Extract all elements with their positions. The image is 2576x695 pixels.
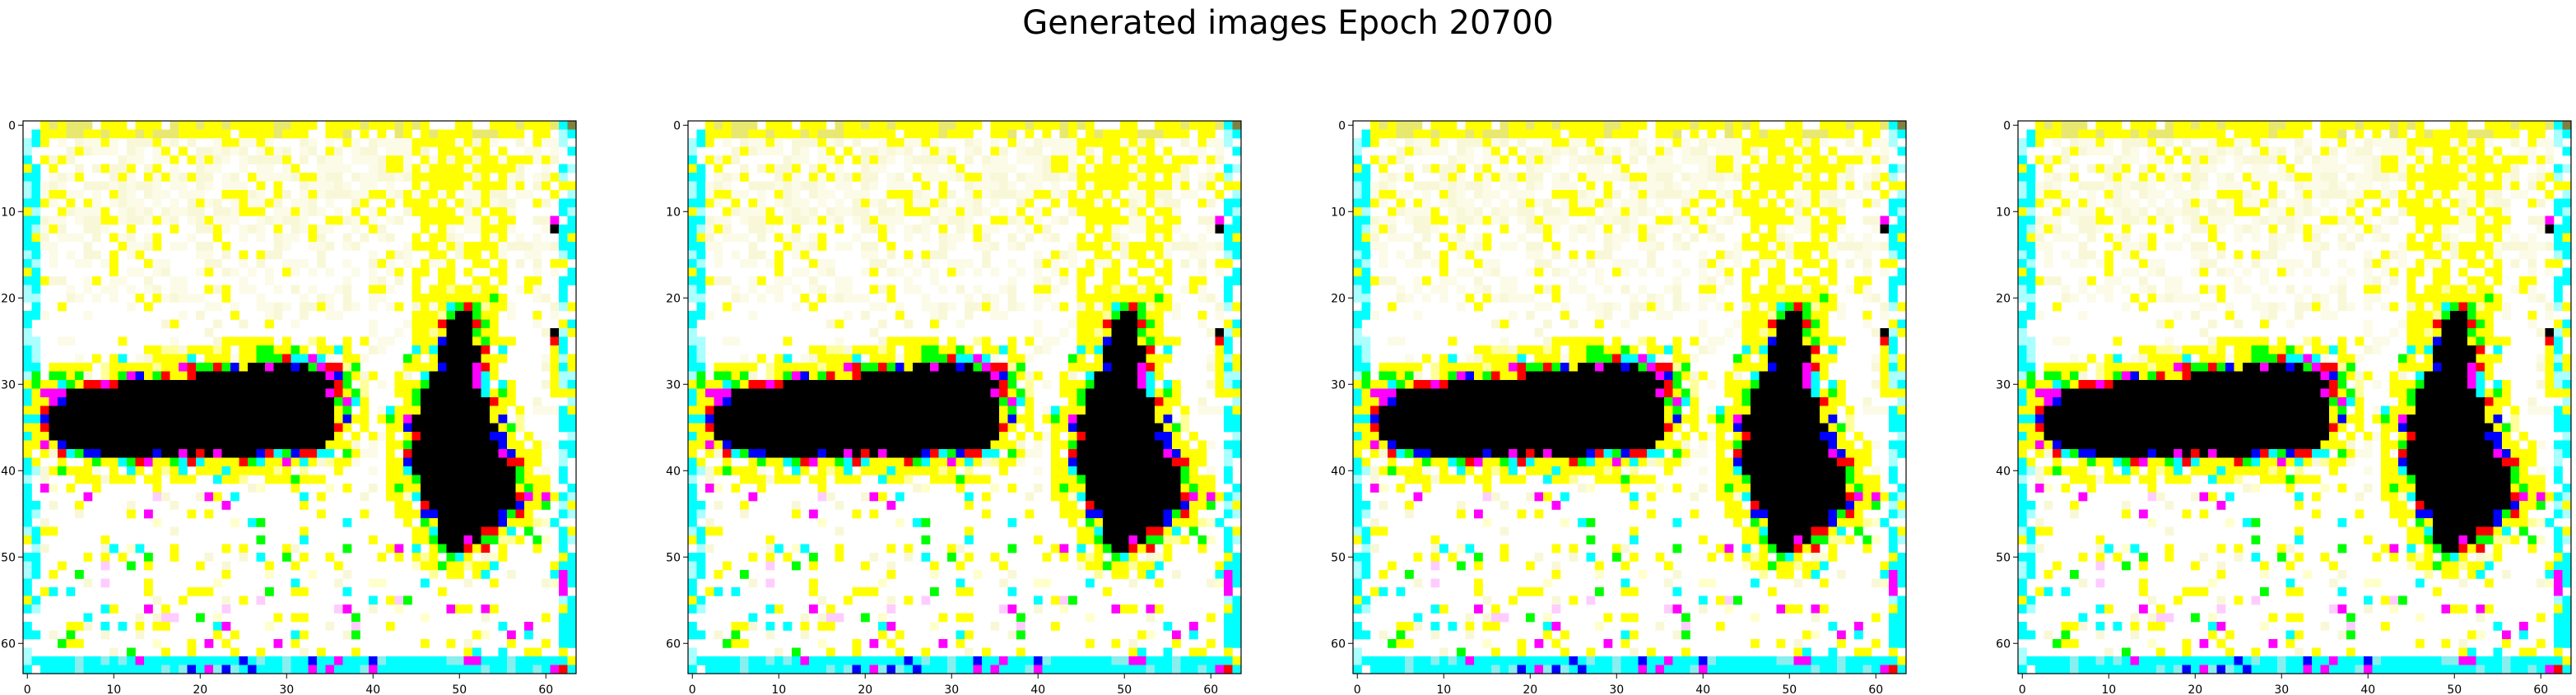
y-tick-label: 40 bbox=[1331, 465, 1346, 478]
y-tick-label: 30 bbox=[1331, 378, 1346, 392]
x-tick-label: 10 bbox=[1436, 683, 1451, 695]
x-tick-label: 10 bbox=[771, 683, 786, 695]
x-tick-label: 10 bbox=[2101, 683, 2116, 695]
image-pixels bbox=[1353, 121, 1907, 674]
y-tick-label: 40 bbox=[1, 465, 16, 478]
x-tick-label: 30 bbox=[2274, 683, 2289, 695]
y-tick-label: 40 bbox=[1996, 465, 2011, 478]
y-tick-label: 50 bbox=[1, 551, 16, 564]
y-tick-label: 30 bbox=[666, 378, 681, 392]
y-tick-label: 0 bbox=[2003, 119, 2011, 132]
axes-frame bbox=[2017, 120, 2572, 674]
y-tick-label: 60 bbox=[1996, 637, 2011, 651]
generated-image-panel-1: 0 0 10 10 20 20 30 30 40 40 50 50 60 60 bbox=[1, 119, 577, 695]
x-tick-label: 50 bbox=[1117, 683, 1132, 695]
y-tick-label: 0 bbox=[8, 119, 16, 132]
x-tick-label: 30 bbox=[944, 683, 959, 695]
y-tick-label: 20 bbox=[1331, 292, 1346, 305]
x-tick-label: 20 bbox=[1523, 683, 1537, 695]
x-tick-label: 50 bbox=[452, 683, 467, 695]
x-tick-label: 60 bbox=[1868, 683, 1883, 695]
x-tick-label: 60 bbox=[538, 683, 553, 695]
y-tick-label: 0 bbox=[673, 119, 681, 132]
y-tick-label: 30 bbox=[1, 378, 16, 392]
x-tick-label: 50 bbox=[1782, 683, 1797, 695]
y-tick-label: 60 bbox=[666, 637, 681, 651]
y-tick-label: 10 bbox=[666, 206, 681, 219]
y-tick-label: 0 bbox=[1338, 119, 1346, 132]
image-pixels bbox=[688, 121, 1242, 674]
x-tick-label: 0 bbox=[24, 683, 31, 695]
x-tick-label: 40 bbox=[1030, 683, 1045, 695]
y-tick-label: 30 bbox=[1996, 378, 2011, 392]
x-tick-label: 0 bbox=[2019, 683, 2026, 695]
x-tick-label: 60 bbox=[1203, 683, 1218, 695]
generated-image-panel-2: 0 0 10 10 20 20 30 30 40 40 50 50 60 60 bbox=[666, 119, 1242, 695]
y-tick-label: 20 bbox=[666, 292, 681, 305]
y-tick-label: 20 bbox=[1996, 292, 2011, 305]
x-tick-label: 10 bbox=[106, 683, 121, 695]
y-tick-label: 20 bbox=[1, 292, 16, 305]
x-tick-label: 40 bbox=[1695, 683, 1710, 695]
y-tick-label: 10 bbox=[1, 206, 16, 219]
image-pixels bbox=[23, 121, 577, 674]
x-tick-label: 20 bbox=[858, 683, 872, 695]
y-tick-label: 50 bbox=[666, 551, 681, 564]
y-tick-label: 10 bbox=[1331, 206, 1346, 219]
x-tick-label: 0 bbox=[689, 683, 696, 695]
x-tick-label: 0 bbox=[1354, 683, 1361, 695]
y-tick-label: 50 bbox=[1996, 551, 2011, 564]
generated-image-panel-4: 0 0 10 10 20 20 30 30 40 40 50 50 60 60 bbox=[1996, 119, 2572, 695]
y-tick-label: 50 bbox=[1331, 551, 1346, 564]
y-tick-label: 10 bbox=[1996, 206, 2011, 219]
x-tick-label: 60 bbox=[2533, 683, 2548, 695]
y-tick-label: 40 bbox=[666, 465, 681, 478]
image-pixels bbox=[2018, 121, 2572, 674]
x-tick-label: 20 bbox=[193, 683, 207, 695]
y-tick-label: 60 bbox=[1331, 637, 1346, 651]
axes-frame bbox=[22, 120, 577, 674]
x-tick-label: 50 bbox=[2447, 683, 2462, 695]
x-tick-label: 40 bbox=[2360, 683, 2375, 695]
x-tick-label: 20 bbox=[2188, 683, 2202, 695]
axes-frame bbox=[687, 120, 1242, 674]
axes-frame bbox=[1352, 120, 1907, 674]
x-tick-label: 30 bbox=[279, 683, 294, 695]
generated-image-panel-3: 0 0 10 10 20 20 30 30 40 40 50 50 60 60 bbox=[1331, 119, 1907, 695]
x-tick-label: 40 bbox=[365, 683, 380, 695]
y-tick-label: 60 bbox=[1, 637, 16, 651]
x-tick-label: 30 bbox=[1609, 683, 1624, 695]
figure-title: Generated images Epoch 20700 bbox=[1022, 4, 1554, 42]
